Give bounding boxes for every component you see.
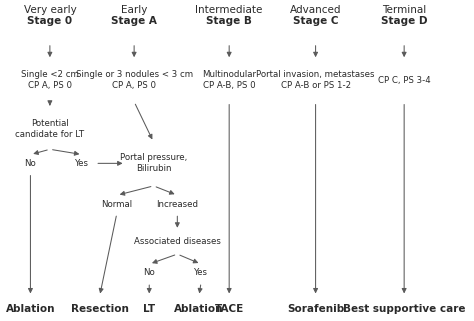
Text: Early: Early — [121, 5, 147, 15]
Text: Very early: Very early — [24, 5, 76, 15]
Text: No: No — [143, 268, 155, 277]
Text: Ablation: Ablation — [6, 304, 55, 314]
Text: Advanced: Advanced — [290, 5, 341, 15]
Text: Stage 0: Stage 0 — [27, 16, 73, 26]
Text: Potential
candidate for LT: Potential candidate for LT — [15, 119, 84, 139]
Text: Stage D: Stage D — [381, 16, 428, 26]
Text: CP C, PS 3-4: CP C, PS 3-4 — [378, 76, 430, 85]
Text: Stage B: Stage B — [206, 16, 252, 26]
Text: Terminal: Terminal — [382, 5, 426, 15]
Text: Single <2 cm
CP A, PS 0: Single <2 cm CP A, PS 0 — [21, 70, 79, 91]
Text: Resection: Resection — [71, 304, 128, 314]
Text: Single or 3 nodules < 3 cm
CP A, PS 0: Single or 3 nodules < 3 cm CP A, PS 0 — [75, 70, 193, 91]
Text: Portal invasion, metastases
CP A-B or PS 1-2: Portal invasion, metastases CP A-B or PS… — [256, 70, 375, 91]
Text: Increased: Increased — [156, 200, 198, 209]
Text: Normal: Normal — [101, 200, 132, 209]
Text: LT: LT — [143, 304, 155, 314]
Text: Sorafenib: Sorafenib — [287, 304, 344, 314]
Text: Stage A: Stage A — [111, 16, 157, 26]
Text: No: No — [25, 159, 36, 168]
Text: Yes: Yes — [75, 159, 89, 168]
Text: Stage C: Stage C — [293, 16, 338, 26]
Text: Yes: Yes — [194, 268, 208, 277]
Text: Portal pressure,
Bilirubin: Portal pressure, Bilirubin — [120, 153, 187, 173]
Text: Best supportive care: Best supportive care — [343, 304, 465, 314]
Text: Ablation: Ablation — [174, 304, 224, 314]
Text: Multinodular
CP A-B, PS 0: Multinodular CP A-B, PS 0 — [202, 70, 256, 91]
Text: TACE: TACE — [215, 304, 244, 314]
Text: Associated diseases: Associated diseases — [134, 237, 221, 246]
Text: Intermediate: Intermediate — [195, 5, 263, 15]
